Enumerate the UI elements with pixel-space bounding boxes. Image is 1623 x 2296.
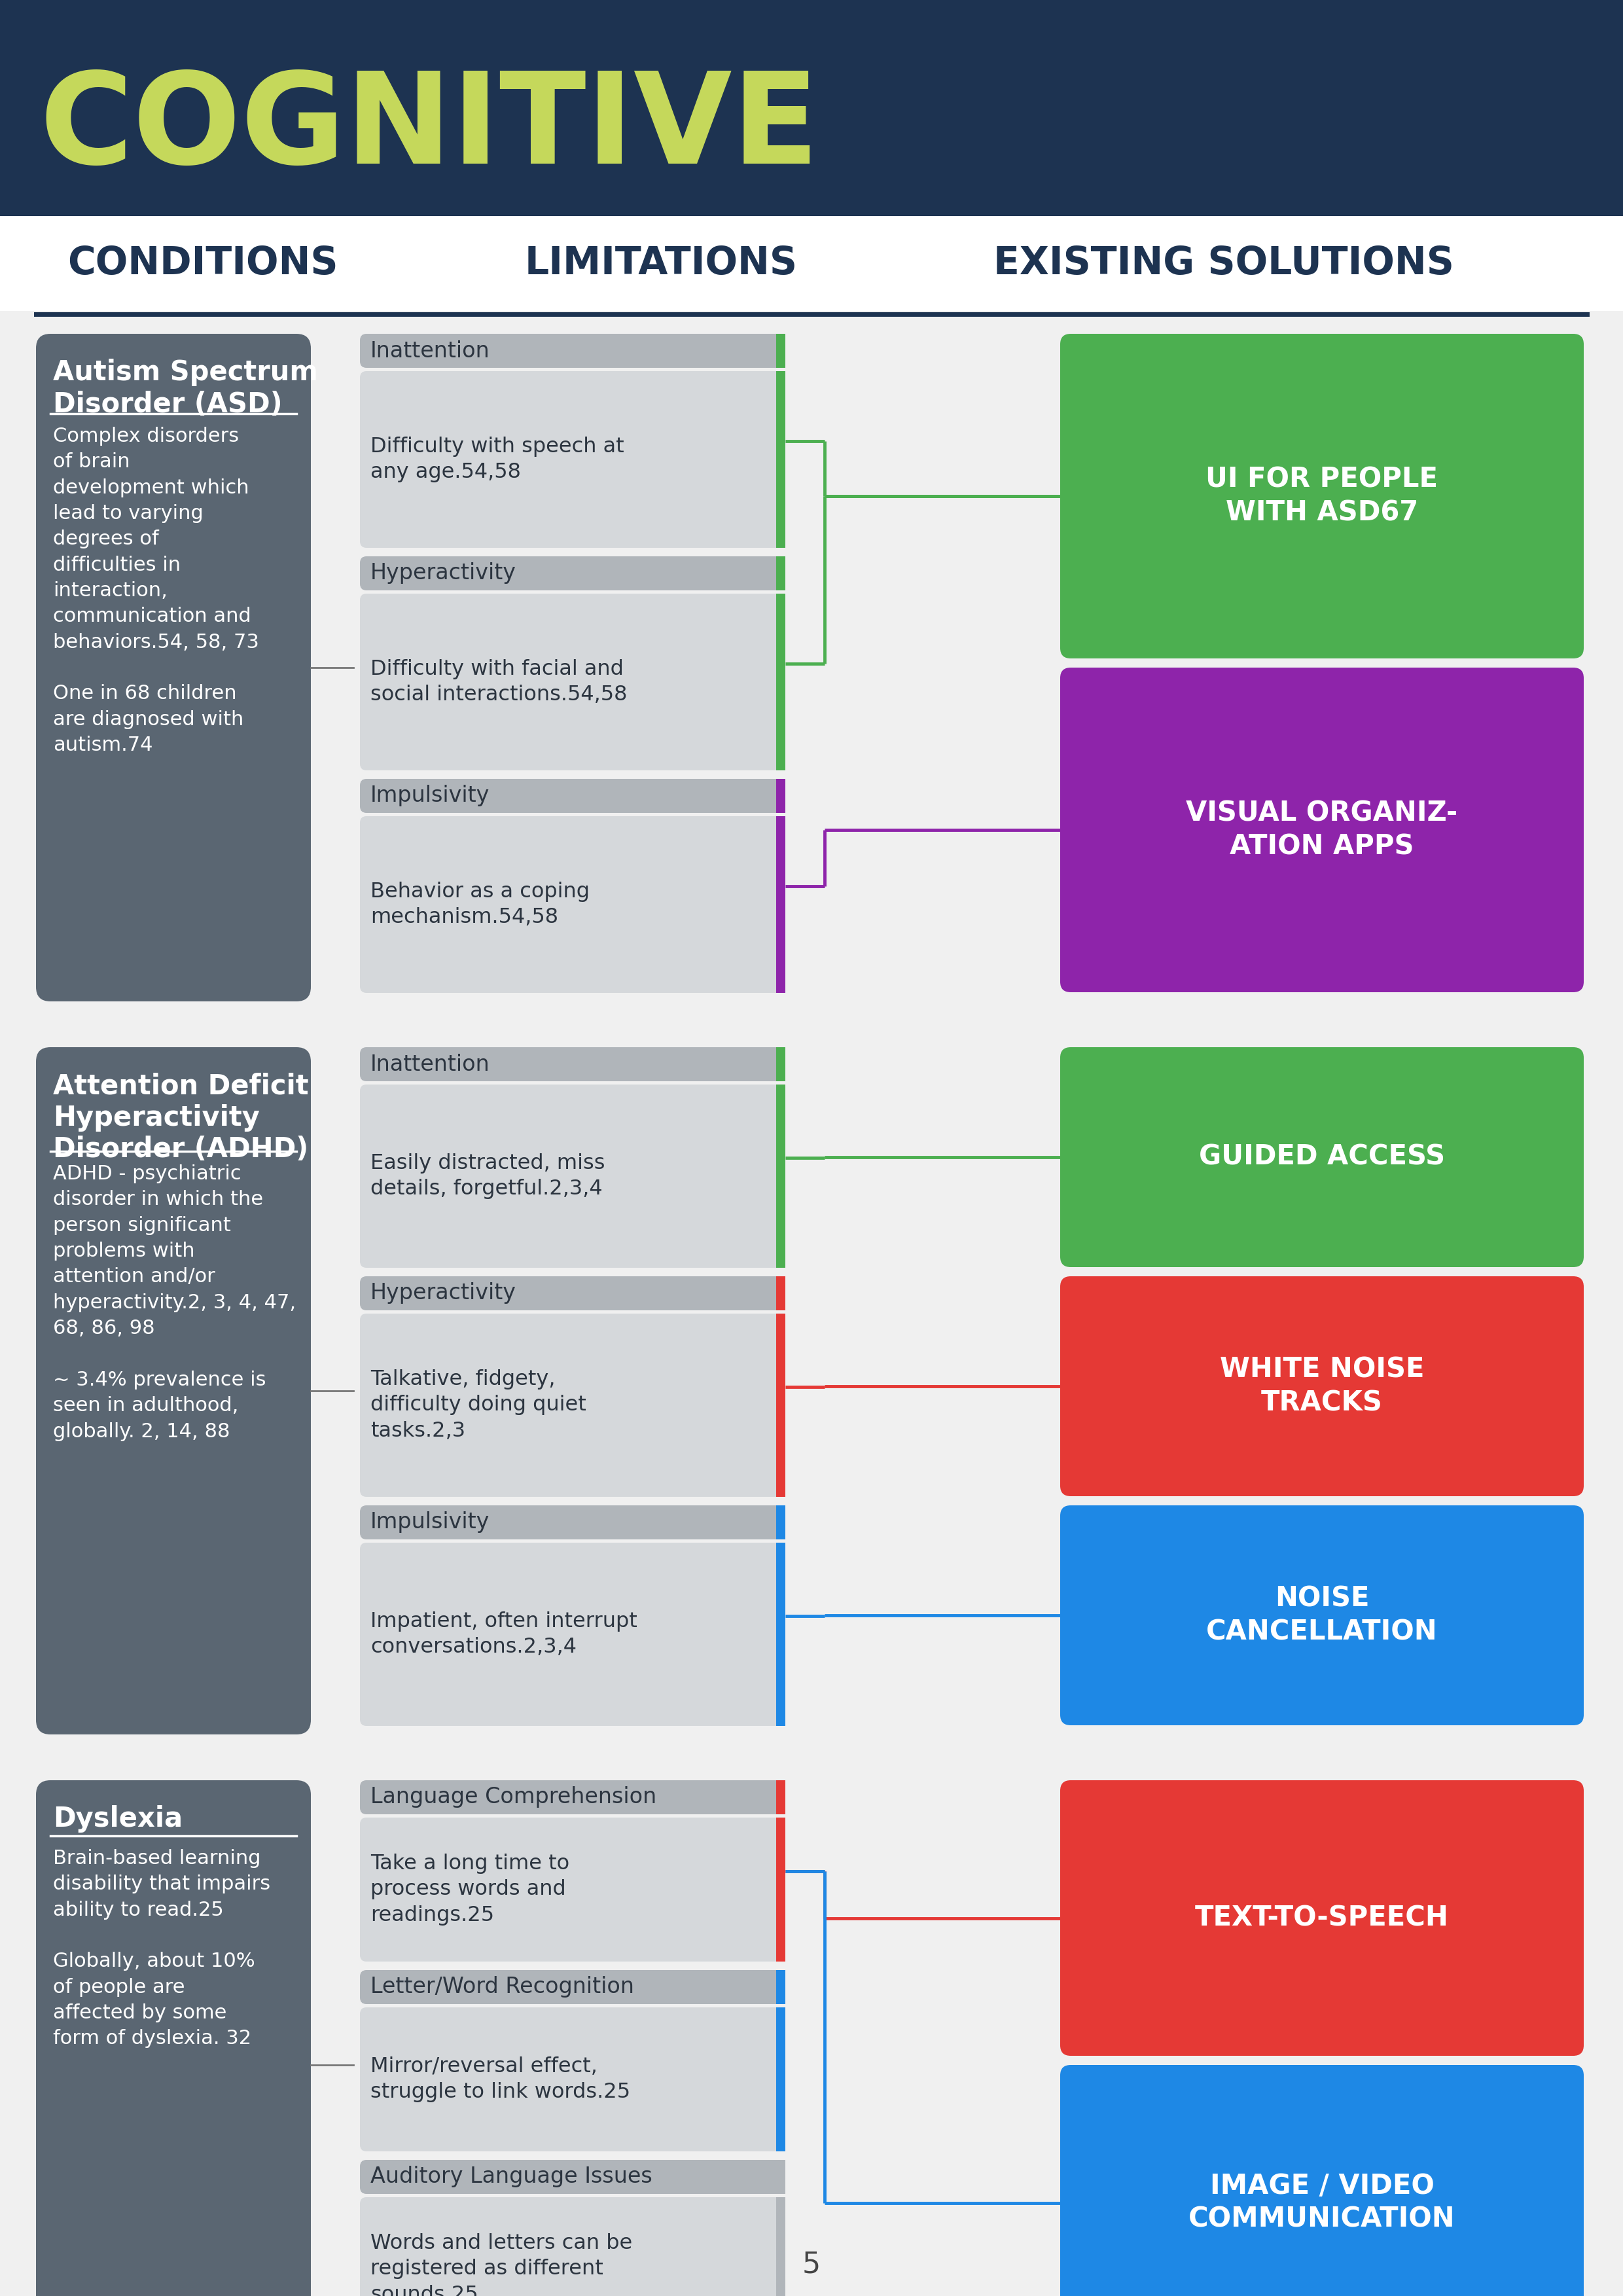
FancyBboxPatch shape	[360, 815, 786, 992]
Text: Impulsivity: Impulsivity	[370, 785, 490, 806]
Text: Easily distracted, miss
details, forgetful.2,3,4: Easily distracted, miss details, forgetf…	[370, 1153, 605, 1199]
Bar	[776, 2007, 786, 2151]
Text: Attention Deficit
Hyperactivity
Disorder (ADHD): Attention Deficit Hyperactivity Disorder…	[54, 1072, 308, 1164]
Text: Hyperactivity: Hyperactivity	[370, 563, 516, 583]
FancyBboxPatch shape	[360, 2197, 786, 2296]
Text: Difficulty with speech at
any age.54,58: Difficulty with speech at any age.54,58	[370, 436, 625, 482]
FancyBboxPatch shape	[360, 1543, 786, 1727]
FancyBboxPatch shape	[1060, 668, 1584, 992]
Text: Inattention: Inattention	[370, 1054, 490, 1075]
FancyBboxPatch shape	[36, 1779, 312, 2296]
Text: Behavior as a coping
mechanism.54,58: Behavior as a coping mechanism.54,58	[370, 882, 589, 928]
Text: TEXT-TO-SPEECH: TEXT-TO-SPEECH	[1195, 1903, 1449, 1931]
Bar	[776, 2161, 786, 2195]
FancyBboxPatch shape	[1060, 1506, 1584, 1724]
Text: LIMITATIONS: LIMITATIONS	[524, 246, 797, 282]
FancyBboxPatch shape	[36, 333, 312, 1001]
FancyBboxPatch shape	[360, 1047, 786, 1081]
Bar	[776, 815, 786, 992]
FancyBboxPatch shape	[360, 1277, 786, 1311]
Text: Inattention: Inattention	[370, 340, 490, 360]
Bar	[776, 1543, 786, 1727]
Bar	[776, 556, 786, 590]
FancyBboxPatch shape	[360, 556, 786, 590]
Text: WHITE NOISE
TRACKS: WHITE NOISE TRACKS	[1220, 1357, 1425, 1417]
FancyBboxPatch shape	[360, 778, 786, 813]
Text: Brain-based learning
disability that impairs
ability to read.25

Globally, about: Brain-based learning disability that imp…	[54, 1848, 271, 2048]
Bar	[776, 595, 786, 771]
Text: CONDITIONS: CONDITIONS	[68, 246, 338, 282]
Text: Impulsivity: Impulsivity	[370, 1511, 490, 1534]
Bar	[776, 1970, 786, 2004]
FancyBboxPatch shape	[1060, 333, 1584, 659]
Text: EXISTING SOLUTIONS: EXISTING SOLUTIONS	[993, 246, 1454, 282]
Bar	[776, 1779, 786, 1814]
Bar	[776, 1277, 786, 1311]
Text: Language Comprehension: Language Comprehension	[370, 1786, 657, 1807]
Text: GUIDED ACCESS: GUIDED ACCESS	[1199, 1143, 1444, 1171]
FancyBboxPatch shape	[1060, 1047, 1584, 1267]
Bar	[776, 2197, 786, 2296]
FancyBboxPatch shape	[360, 2007, 786, 2151]
FancyBboxPatch shape	[360, 1818, 786, 1961]
Bar	[776, 778, 786, 813]
FancyBboxPatch shape	[360, 1970, 786, 2004]
FancyBboxPatch shape	[360, 2161, 786, 2195]
Text: Complex disorders
of brain
development which
lead to varying
degrees of
difficul: Complex disorders of brain development w…	[54, 427, 260, 755]
Text: Words and letters can be
registered as different
sounds.25: Words and letters can be registered as d…	[370, 2234, 633, 2296]
FancyBboxPatch shape	[360, 1084, 786, 1267]
Text: VISUAL ORGANIZ-
ATION APPS: VISUAL ORGANIZ- ATION APPS	[1186, 799, 1457, 861]
Text: Mirror/reversal effect,
struggle to link words.25: Mirror/reversal effect, struggle to link…	[370, 2057, 630, 2103]
Text: 5: 5	[802, 2250, 821, 2278]
Text: IMAGE / VIDEO
COMMUNICATION: IMAGE / VIDEO COMMUNICATION	[1188, 2172, 1456, 2234]
Bar	[776, 333, 786, 367]
Text: Auditory Language Issues: Auditory Language Issues	[370, 2165, 652, 2188]
Text: NOISE
CANCELLATION: NOISE CANCELLATION	[1206, 1584, 1438, 1646]
FancyBboxPatch shape	[360, 1313, 786, 1497]
FancyBboxPatch shape	[360, 1779, 786, 1814]
Text: COGNITIVE: COGNITIVE	[39, 67, 820, 191]
Text: Impatient, often interrupt
conversations.2,3,4: Impatient, often interrupt conversations…	[370, 1612, 638, 1658]
Bar	[776, 1506, 786, 1538]
FancyBboxPatch shape	[36, 1047, 312, 1733]
FancyBboxPatch shape	[360, 595, 786, 771]
Bar	[0, 0, 1623, 216]
Text: UI FOR PEOPLE
WITH ASD67: UI FOR PEOPLE WITH ASD67	[1206, 466, 1438, 526]
FancyBboxPatch shape	[360, 1506, 786, 1538]
Text: Dyslexia: Dyslexia	[54, 1805, 183, 1832]
Bar	[0, 216, 1623, 310]
FancyBboxPatch shape	[360, 372, 786, 549]
Text: Talkative, fidgety,
difficulty doing quiet
tasks.2,3: Talkative, fidgety, difficulty doing qui…	[370, 1368, 586, 1442]
Bar	[776, 1313, 786, 1497]
Text: Difficulty with facial and
social interactions.54,58: Difficulty with facial and social intera…	[370, 659, 626, 705]
Text: Take a long time to
process words and
readings.25: Take a long time to process words and re…	[370, 1853, 570, 1926]
Text: Autism Spectrum
Disorder (ASD): Autism Spectrum Disorder (ASD)	[54, 358, 318, 418]
Bar	[776, 1084, 786, 1267]
Text: Letter/Word Recognition: Letter/Word Recognition	[370, 1977, 635, 1998]
FancyBboxPatch shape	[1060, 1277, 1584, 1497]
FancyBboxPatch shape	[1060, 1779, 1584, 2055]
FancyBboxPatch shape	[1060, 2064, 1584, 2296]
Text: ADHD - psychiatric
disorder in which the
person significant
problems with
attent: ADHD - psychiatric disorder in which the…	[54, 1164, 295, 1442]
Bar	[776, 1047, 786, 1081]
FancyBboxPatch shape	[360, 333, 786, 367]
Text: Hyperactivity: Hyperactivity	[370, 1283, 516, 1304]
Bar	[776, 372, 786, 549]
Bar	[776, 1818, 786, 1961]
